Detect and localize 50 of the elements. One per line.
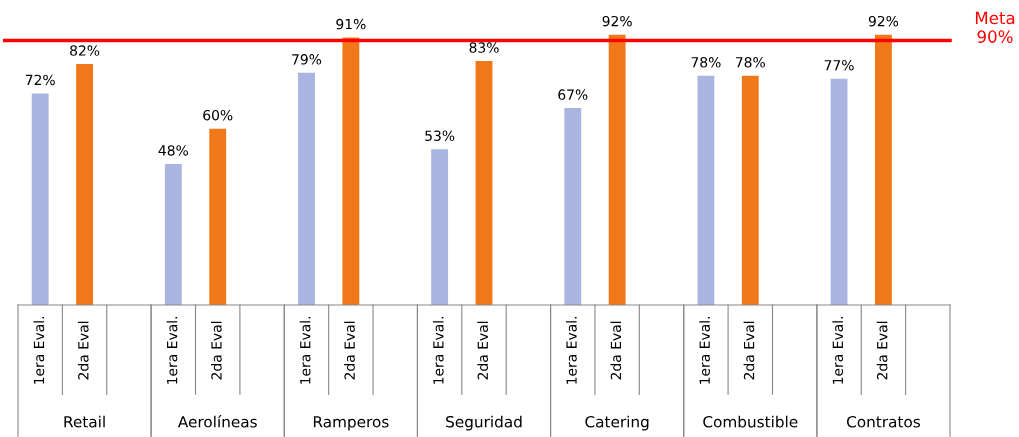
text: 2da Eval bbox=[743, 321, 755, 380]
data-label: 83% bbox=[469, 42, 499, 53]
bar bbox=[875, 34, 892, 305]
text: 2da Eval bbox=[876, 321, 888, 380]
bar bbox=[164, 163, 182, 305]
bar bbox=[209, 128, 227, 305]
text: 1era Eval. bbox=[299, 317, 311, 384]
bar bbox=[830, 78, 848, 305]
x-tick-label: Seguridad bbox=[446, 415, 522, 431]
x-tick-label: Contratos bbox=[846, 415, 920, 428]
data-label: 77% bbox=[824, 59, 854, 71]
x-tick-label: Catering bbox=[585, 415, 649, 431]
text: 2da Eval bbox=[610, 321, 622, 380]
data-label: 92% bbox=[868, 15, 899, 27]
bar bbox=[342, 37, 360, 305]
bar bbox=[475, 61, 493, 305]
text: 1era Eval. bbox=[432, 317, 444, 384]
x-tick-label: Combustible bbox=[703, 415, 798, 428]
text: 2da Eval bbox=[77, 321, 89, 380]
ref-line-label: Meta 90% bbox=[975, 11, 1015, 43]
data-label: 48% bbox=[158, 145, 188, 156]
bar bbox=[741, 75, 759, 305]
bar bbox=[697, 75, 715, 305]
data-label: 78% bbox=[691, 57, 721, 68]
bar bbox=[431, 149, 449, 305]
data-label: 79% bbox=[292, 54, 322, 65]
data-label: 67% bbox=[558, 89, 588, 100]
data-label: 53% bbox=[425, 130, 455, 141]
data-label: 82% bbox=[70, 45, 100, 56]
text: 1era Eval. bbox=[166, 317, 178, 384]
bar bbox=[564, 108, 582, 305]
text: 2da Eval bbox=[344, 321, 355, 380]
bar bbox=[608, 34, 626, 305]
data-label: 91% bbox=[336, 18, 366, 30]
data-label: 72% bbox=[25, 74, 55, 86]
text: 1era Eval. bbox=[566, 317, 577, 384]
data-label: 78% bbox=[735, 57, 765, 68]
x-tick-label: Ramperos bbox=[313, 416, 389, 431]
x-tick-label: Aerolíneas bbox=[177, 415, 257, 428]
text: 2da Eval bbox=[477, 321, 489, 380]
bar bbox=[31, 93, 49, 305]
text: 1era Eval. bbox=[33, 317, 45, 384]
data-label: 60% bbox=[203, 109, 233, 121]
x-tick-label: Retail bbox=[64, 415, 105, 428]
text: 1era Eval. bbox=[699, 317, 710, 384]
data-label: 92% bbox=[602, 15, 632, 27]
bar bbox=[298, 72, 315, 305]
text: 2da Eval bbox=[210, 321, 222, 380]
text: 1era Eval. bbox=[832, 317, 844, 384]
bar bbox=[76, 64, 93, 305]
